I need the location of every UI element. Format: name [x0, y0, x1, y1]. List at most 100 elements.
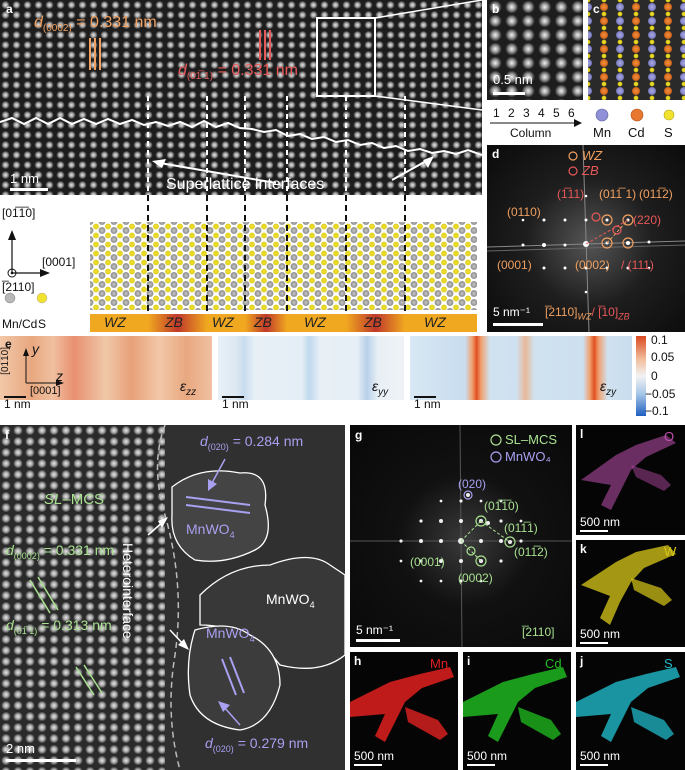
panel-label-k: k [580, 542, 587, 556]
heterointerface-label: Heterointerface [120, 543, 136, 639]
phase-label-2: ZB [165, 314, 183, 330]
colorbar-tick-1: 0.05 [651, 350, 675, 364]
phase-label-7: WZ [424, 314, 446, 330]
legend-wz-d: WZ [582, 148, 603, 163]
scale-bar-d [493, 323, 543, 326]
scale-label-j: 500 nm [580, 749, 621, 763]
spot-0002: (0002) [575, 258, 610, 272]
spot-01-2: (011̅2) [639, 187, 673, 201]
scale-label-f: 2 nm [6, 741, 35, 756]
eds-map-j-sulfur: j S 500 nm [576, 652, 685, 770]
d0111-label: d(01̅ 1) = 0.331 nm [178, 62, 298, 83]
d0002-label-f: d(0002) = 0.331 nm [6, 542, 115, 561]
element-label-h: Mn [430, 656, 449, 671]
scale-bar-f [6, 759, 76, 762]
interfaces-label: Superlattice interfaces [166, 176, 325, 193]
scale-bar-a [10, 188, 48, 191]
interface-zigzag-line [0, 116, 482, 156]
eds-map-h-manganese: h Mn 500 nm [350, 652, 458, 770]
scale-bar-e2 [222, 396, 244, 398]
label-eps-zz: εzz [180, 378, 197, 398]
phase-wz-1 [90, 314, 148, 332]
scale-bar-h [354, 764, 382, 766]
phase-zb-1 [148, 314, 207, 332]
element-label-l: O [664, 429, 675, 444]
axis-z-e: z [56, 368, 63, 384]
d0002-label: d(0002) = 0.331 nm [34, 14, 157, 35]
axis-label-right-a: [0001] [42, 255, 76, 269]
axis-y-e: y [32, 341, 39, 357]
column-numbers: 1 2 3 4 5 6 [493, 106, 575, 120]
panel-g-fft: g SL–MCS MnWO₄ (020) (01̅1̅0) (011̅1) (0… [350, 425, 572, 647]
mnwo4-label-2: MnWO4 [266, 591, 315, 610]
eds-shape-h [350, 667, 454, 742]
strain-axes [23, 348, 64, 386]
label-eps-yy: εyy [372, 378, 389, 398]
scale-bar-k [580, 642, 608, 644]
spot-020-g: (020) [458, 477, 487, 491]
scale-label-a: 1 nm [10, 171, 39, 186]
panel-label-e: e [5, 337, 12, 351]
panel-f-heterointerface-image: f SL–MCS d(0002) = 0.331 nm d(01̅ 1) = 0… [0, 425, 345, 770]
sl-mcs-label: SL–MCS [44, 491, 105, 508]
panel-label-l: l [580, 427, 584, 441]
scale-bar-i [467, 764, 495, 766]
scale-bar-g [356, 639, 400, 642]
column-arrow [490, 119, 582, 127]
phase-wz-3 [287, 314, 346, 332]
panel-c-legend-dots [595, 108, 675, 122]
d020-bot-label: d(020) = 0.279 nm [205, 735, 309, 754]
panel-label-d: d [492, 147, 500, 161]
panel-d-fft: d WZ ZB (1̅11) (011̅ 1) (011̅2) (0110) (… [487, 145, 685, 332]
panel-label-h: h [354, 654, 362, 668]
scale-bar-j [580, 764, 608, 766]
legend-s: S [38, 317, 47, 331]
legend-zb-d: ZB [582, 163, 599, 178]
panel-label-g: g [355, 428, 363, 442]
axis-right-e: [0001] [30, 385, 61, 397]
phase-wz-2 [207, 314, 245, 332]
scale-bar-l [580, 530, 608, 532]
element-label-i: Cd [545, 656, 562, 671]
d020-top-label: d(020) = 0.284 nm [200, 433, 304, 452]
mnwo4-label-3: MnWO4 [206, 625, 255, 644]
fft-overlay-g [350, 425, 572, 647]
mnwo4-label-1: MnWO4 [186, 521, 235, 540]
column-label: Column [510, 126, 552, 140]
panel-b-zoom-image: b 0.5 nm [487, 0, 583, 100]
colorbar-tick-3: −0.05 [645, 387, 676, 401]
spot-111: / (111) [621, 258, 654, 272]
colorbar [636, 336, 646, 416]
eds-map-i-cadmium: i Cd 500 nm [463, 652, 571, 770]
panel-label-i: i [467, 654, 471, 668]
eds-shape-i [463, 667, 567, 742]
panel-label-c: c [593, 2, 600, 16]
phase-label-1: WZ [104, 314, 126, 330]
colorbar-tick-2: 0 [651, 369, 658, 383]
spot-01-2-g: (011̅2) [514, 545, 548, 559]
panel-c-atom-overlay: c [588, 0, 685, 100]
spot-0001-g: (0001) [410, 555, 445, 569]
phase-wz-4 [405, 314, 477, 332]
legend-mcs-g: SL–MCS [505, 432, 558, 447]
scale-bar-e1 [4, 396, 26, 398]
model-interface-dashes [147, 195, 406, 330]
zone-axis-d: [̅2110]WZ/ [̅10]ZB [545, 305, 630, 322]
strain-map-zy [410, 336, 632, 400]
spot-1-11: (1̅11) [557, 187, 585, 201]
spot-01-1: (011̅ 1) [599, 187, 637, 201]
scale-label-k: 500 nm [580, 627, 621, 641]
spot-0110-g: (01̅1̅0) [484, 499, 519, 513]
strain-map-zz [0, 336, 212, 400]
panel-a-overlay [0, 0, 482, 195]
eds-map-l-oxygen: l O 500 nm [576, 425, 685, 535]
scale-label-g: 5 nm⁻¹ [356, 623, 394, 637]
phase-label-5: WZ [304, 314, 326, 330]
zone-axis-g: [̅2110] [522, 625, 555, 639]
legend-cd: Cd [628, 125, 645, 140]
eds-shape-j [576, 667, 680, 742]
scale-label-d: 5 nm⁻¹ [493, 305, 531, 319]
panel-label-b: b [492, 2, 500, 16]
scale-label-h: 500 nm [354, 749, 395, 763]
phase-bar [90, 314, 477, 332]
